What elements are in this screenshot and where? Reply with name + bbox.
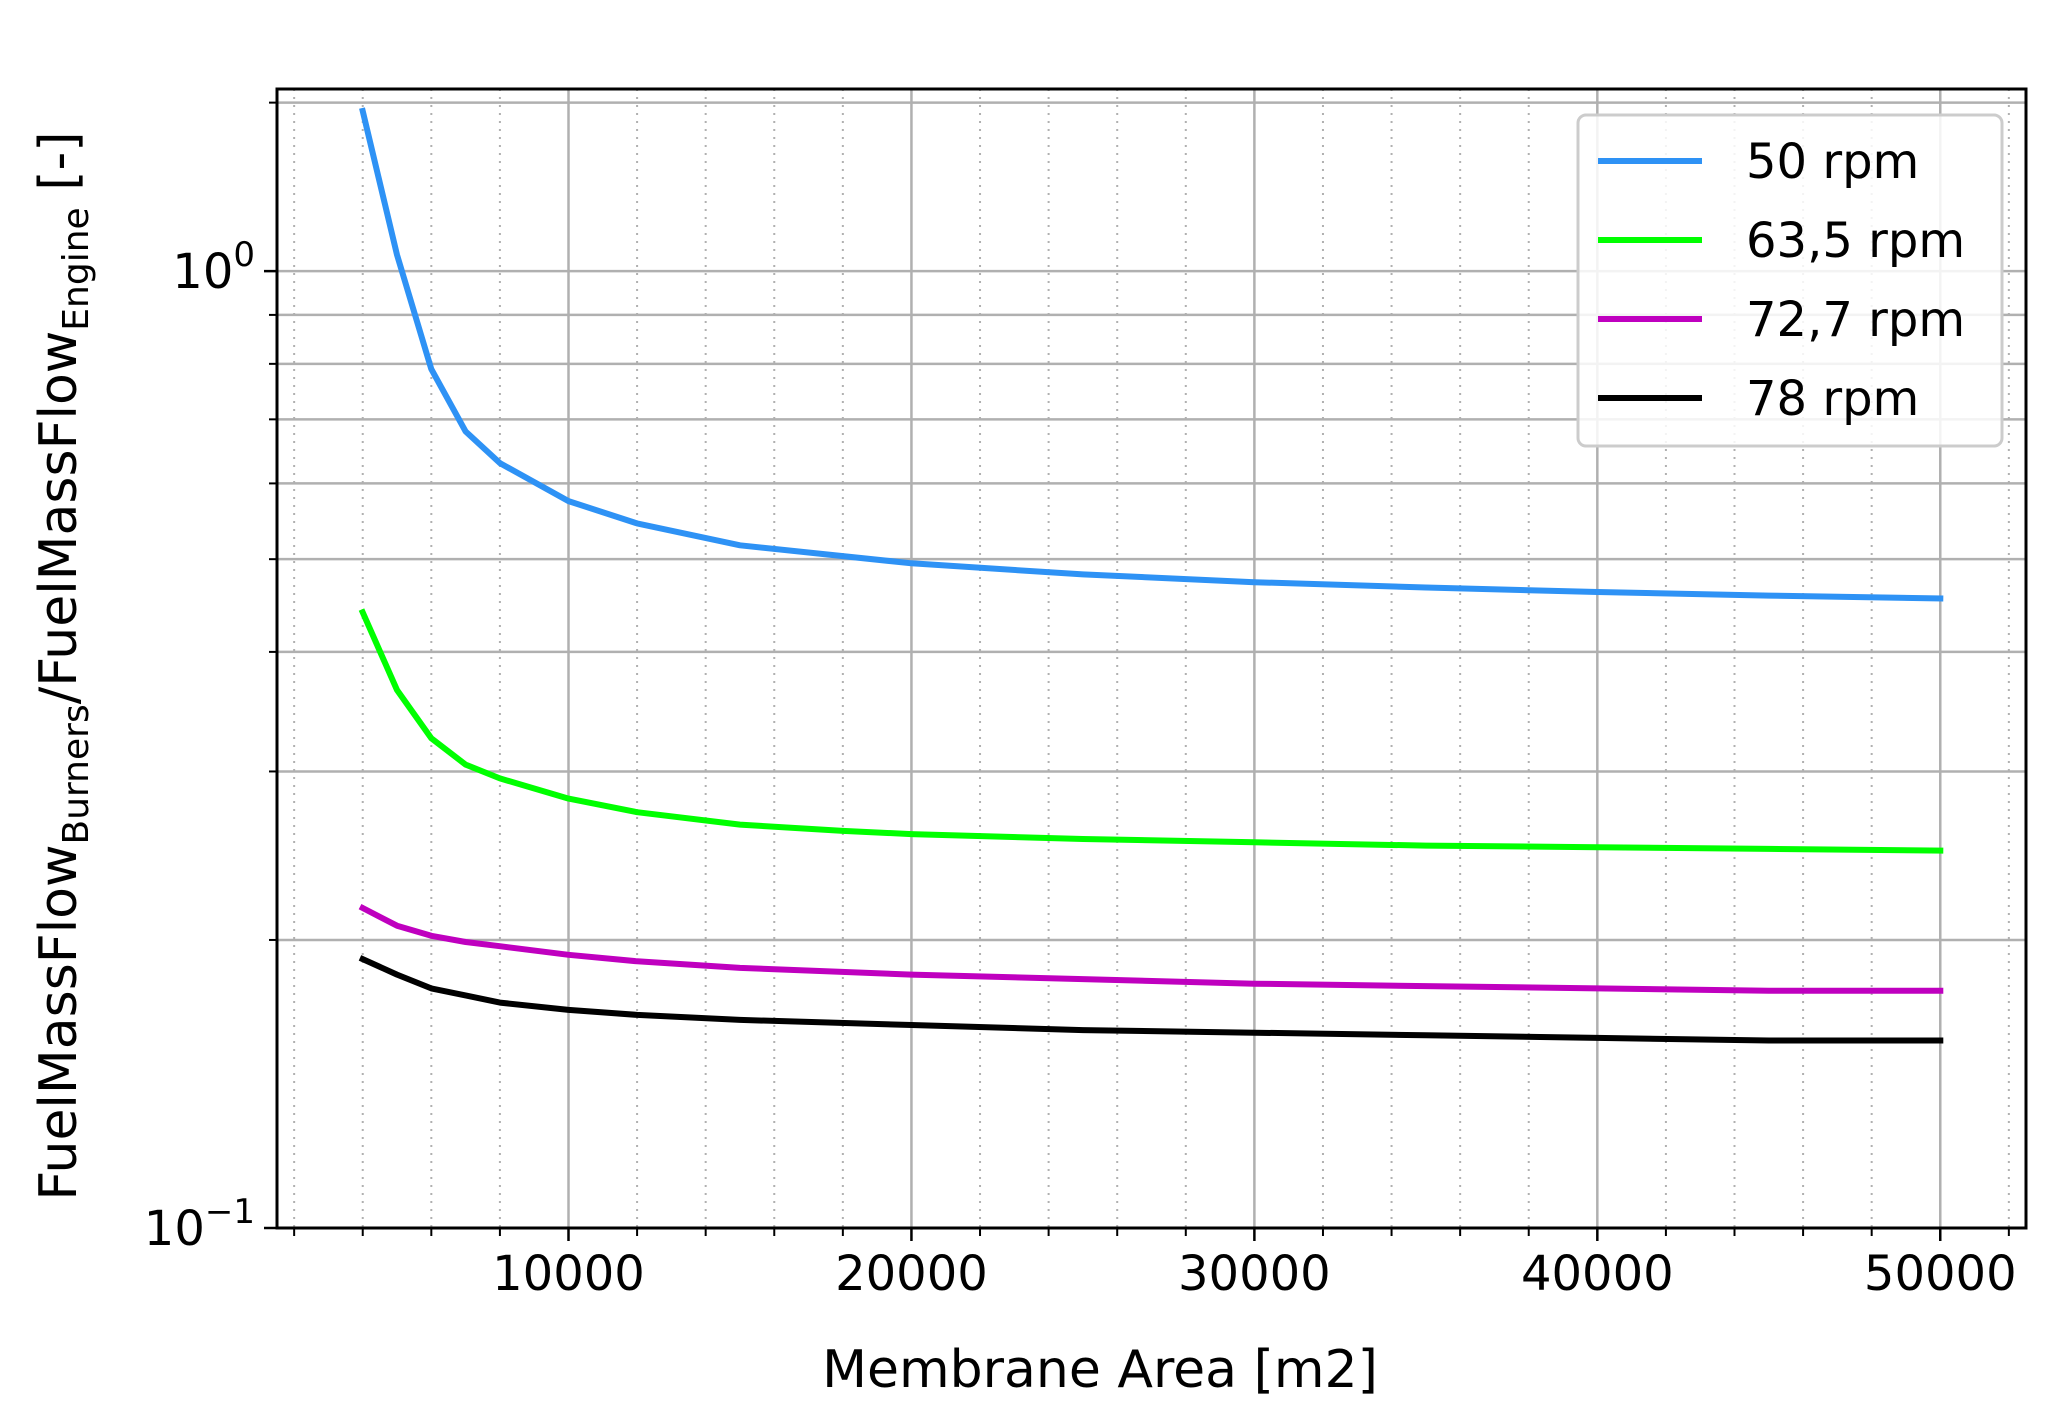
y-tick-label-base: 10 [172, 244, 233, 300]
legend-box [1576, 113, 2004, 448]
series-lines [358, 107, 1944, 1044]
y-tick-label: 10−1 [144, 1192, 255, 1257]
y-tick-label-exponent: −1 [205, 1192, 255, 1232]
x-tick-label: 20000 [835, 1246, 988, 1302]
series-line [358, 903, 1944, 994]
series-line [358, 955, 1944, 1044]
y-tick-label: 100 [172, 235, 255, 300]
legend-label: 78 rpm [1746, 371, 1919, 427]
y-axis-title-mid: /FuelMassFlow [29, 331, 89, 705]
x-axis-title: Membrane Area [m2] [822, 1340, 1378, 1400]
y-axis-title-unit: [-] [29, 131, 89, 207]
y-axis-title: FuelMassFlowBurners/FuelMassFlowEngine [… [29, 131, 97, 1200]
y-axis-title-sub2: Engine [56, 207, 97, 330]
series-line [358, 608, 1944, 854]
y-axis-title-sub1: Burners [56, 704, 97, 844]
plot-frame [275, 87, 2028, 1230]
x-tick-label: 50000 [1864, 1246, 2017, 1302]
legend-label: 50 rpm [1746, 134, 1919, 190]
series-line [359, 107, 1944, 602]
legend-label: 63,5 rpm [1746, 213, 1965, 269]
legend-label: 72,7 rpm [1746, 292, 1965, 348]
y-tick-label-base: 10 [144, 1201, 205, 1257]
y-axis-title-main: FuelMassFlow [29, 845, 89, 1201]
x-tick-label: 10000 [492, 1246, 645, 1302]
legend: 50 rpm 63,5 rpm 72,7 rpm 78 rpm [1576, 113, 2004, 448]
y-tick-label-exponent: 0 [233, 235, 255, 275]
x-tick-label: 30000 [1178, 1246, 1331, 1302]
x-tick-label: 40000 [1521, 1246, 1674, 1302]
